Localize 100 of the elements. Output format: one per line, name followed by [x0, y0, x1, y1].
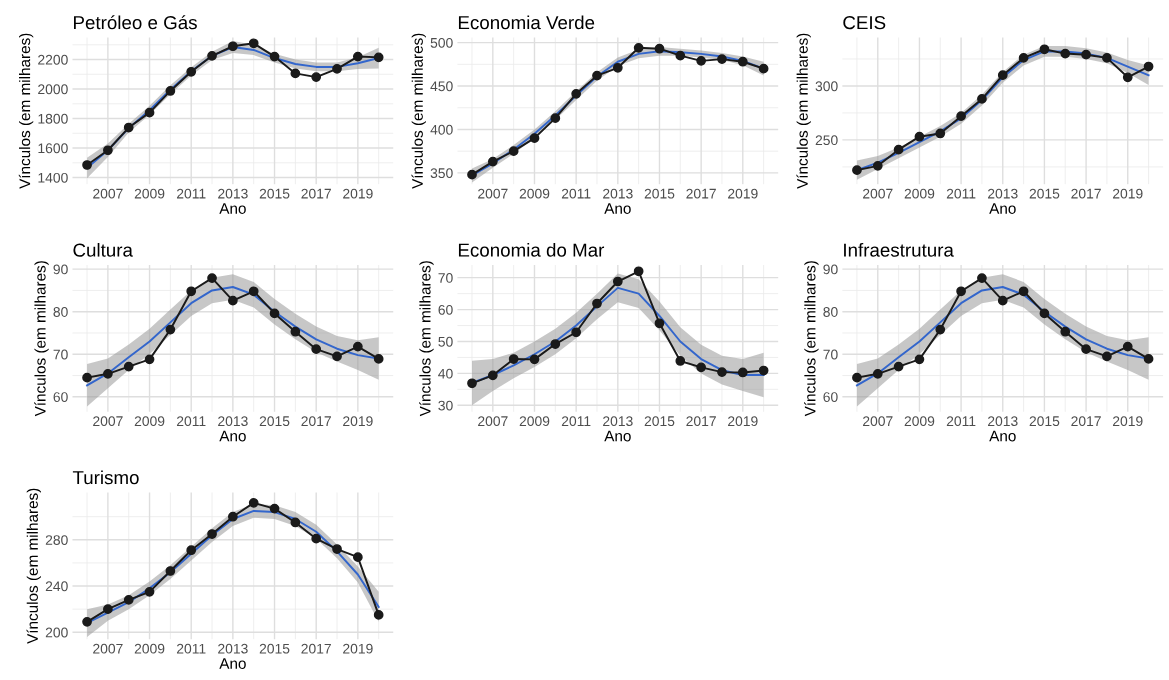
y-tick-label: 300: [815, 81, 838, 92]
point: [612, 276, 623, 287]
point: [633, 42, 644, 53]
y-tick-label: 80: [53, 307, 68, 317]
x-tick-label: 2009: [134, 416, 165, 427]
point: [103, 604, 113, 615]
y-tick-label: 90: [53, 264, 68, 275]
point: [123, 595, 134, 605]
point: [758, 365, 769, 376]
point: [1081, 344, 1091, 355]
x-tick-label: 2019: [343, 416, 373, 427]
y-tick-label: 400: [430, 124, 453, 135]
y-tick-label: 500: [430, 37, 453, 48]
point: [103, 368, 113, 379]
y-tick-label: 2200: [38, 54, 68, 65]
x-tick-label: 2017: [301, 643, 331, 654]
y-tick-label: 70: [53, 349, 68, 360]
y-tick-label: 350: [430, 168, 453, 179]
point: [675, 356, 686, 366]
x-axis-title: Ano: [219, 430, 246, 442]
y-tick-label: 280: [45, 535, 68, 545]
point: [352, 51, 363, 62]
x-tick-label: 2007: [478, 188, 508, 199]
point: [165, 324, 176, 335]
point: [737, 56, 748, 67]
x-tick-label: 2015: [644, 416, 675, 427]
point: [467, 378, 477, 389]
x-tick-label: 2015: [1029, 416, 1060, 427]
x-tick-label: 2013: [218, 643, 248, 654]
point: [1018, 53, 1029, 63]
point: [332, 63, 342, 74]
chart-title: Economia Verde: [458, 15, 595, 30]
point: [977, 94, 987, 104]
point: [228, 511, 238, 522]
point: [373, 610, 384, 620]
point: [529, 133, 540, 144]
x-tick-label: 2009: [904, 188, 935, 199]
point: [103, 145, 113, 156]
point: [186, 286, 197, 297]
point: [311, 344, 322, 355]
point: [696, 362, 706, 373]
point: [997, 70, 1008, 81]
chart-title: Turismo: [72, 470, 139, 485]
y-tick-label: 70: [438, 273, 453, 283]
chart-title: Petróleo e Gás: [74, 15, 197, 30]
point: [82, 160, 92, 170]
point: [248, 497, 259, 508]
x-axis-title: Ano: [989, 430, 1016, 442]
x-tick-label: 2011: [176, 643, 206, 654]
x-tick-label: 2007: [93, 416, 123, 427]
x-tick-label: 2013: [988, 188, 1018, 199]
point: [654, 318, 665, 329]
x-tick-label: 2011: [946, 416, 976, 427]
y-tick-label: 50: [438, 336, 453, 347]
x-tick-label: 2009: [904, 416, 935, 427]
point: [144, 354, 155, 365]
y-axis-title: Vínculos (em milhares): [804, 261, 819, 417]
point: [633, 266, 644, 277]
point: [165, 566, 176, 576]
x-tick-label: 2015: [259, 643, 290, 654]
x-tick-label: 2019: [343, 643, 373, 654]
point: [186, 545, 197, 556]
x-tick-label: 2015: [1029, 188, 1060, 199]
chart-title: Cultura: [73, 242, 133, 257]
y-axis-title: Vínculos (em milhares): [26, 488, 41, 644]
point: [571, 327, 582, 338]
point: [1018, 286, 1029, 297]
point: [269, 308, 280, 319]
point: [248, 38, 259, 49]
y-tick-label: 30: [438, 400, 453, 411]
point: [1122, 341, 1133, 352]
point: [508, 354, 519, 364]
point: [1081, 49, 1091, 60]
point: [893, 361, 904, 372]
point: [914, 354, 925, 365]
point: [332, 544, 342, 554]
point: [956, 111, 966, 122]
x-tick-label: 2013: [603, 416, 633, 427]
point: [123, 122, 134, 133]
x-tick-label: 2017: [1071, 188, 1101, 199]
point: [82, 617, 92, 627]
x-tick-label: 2009: [519, 188, 550, 199]
x-axis-title: Ano: [219, 203, 246, 214]
x-tick-label: 2013: [218, 416, 248, 427]
point: [144, 107, 155, 118]
point: [592, 298, 602, 309]
x-tick-label: 2015: [259, 416, 290, 427]
point: [207, 50, 217, 61]
point: [571, 88, 582, 99]
point: [290, 326, 301, 337]
point: [207, 529, 217, 539]
x-tick-label: 2017: [1071, 416, 1101, 427]
point: [758, 63, 769, 74]
point: [550, 113, 561, 124]
x-tick-label: 2007: [478, 416, 508, 427]
point: [872, 160, 883, 171]
x-tick-label: 2019: [1113, 188, 1143, 199]
y-tick-label: 1600: [38, 143, 68, 154]
y-axis-title: Vínculos (em milhares): [18, 33, 34, 189]
y-tick-label: 450: [430, 81, 453, 92]
